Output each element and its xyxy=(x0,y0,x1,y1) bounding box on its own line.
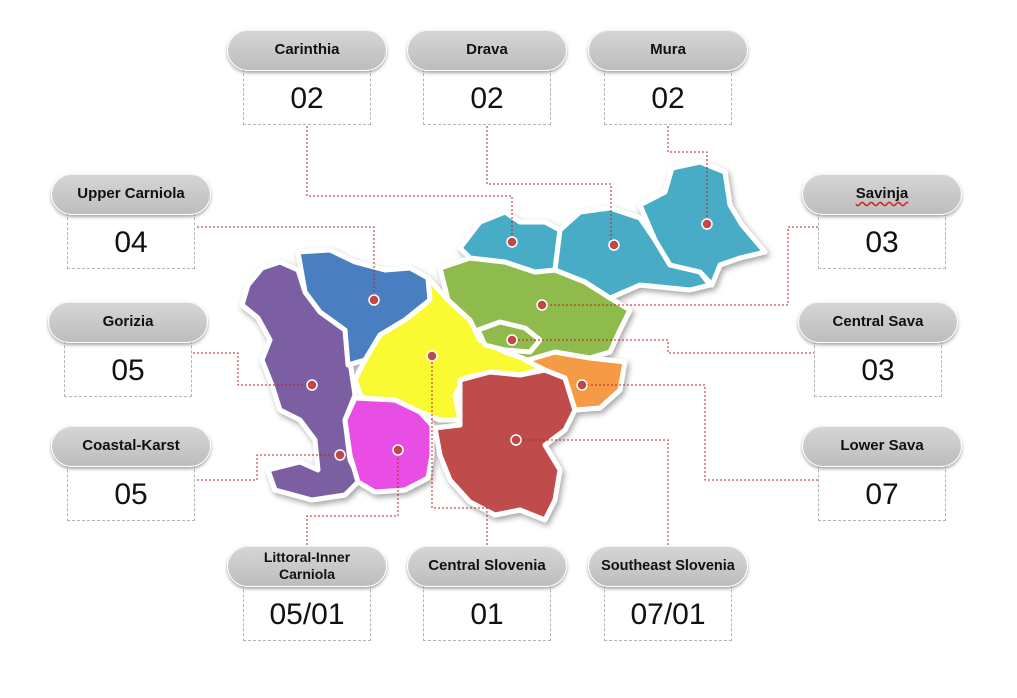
dot-savinja xyxy=(536,299,548,311)
dot-littoral-inner-carniola xyxy=(392,444,404,456)
dot-gorizia xyxy=(306,379,318,391)
label-central-slovenia: Central Slovenia xyxy=(407,545,567,587)
label-drava: Drava xyxy=(407,29,567,71)
dot-central-slovenia xyxy=(426,350,438,362)
label-carinthia: Carinthia xyxy=(227,29,387,71)
label-littoral-inner-carniola: Littoral-Inner Carniola xyxy=(227,545,387,587)
label-mura: Mura xyxy=(588,29,748,71)
dot-drava xyxy=(608,239,620,251)
label-upper-carniola: Upper Carniola xyxy=(51,173,211,215)
label-lower-sava: Lower Sava xyxy=(802,425,962,467)
label-southeast-slovenia: Southeast Slovenia xyxy=(588,545,748,587)
dot-upper-carniola xyxy=(368,294,380,306)
label-savinja: Savinja xyxy=(802,173,962,215)
dot-mura xyxy=(701,218,713,230)
dot-coastal-karst xyxy=(334,449,346,461)
dot-central-sava xyxy=(506,334,518,346)
label-coastal-karst: Coastal-Karst xyxy=(51,425,211,467)
dot-drava-west xyxy=(506,236,518,248)
dot-lower-sava xyxy=(576,379,588,391)
label-gorizia: Gorizia xyxy=(48,301,208,343)
label-central-sava: Central Sava xyxy=(798,301,958,343)
dot-southeast-slovenia xyxy=(510,434,522,446)
region-littoral-inner-carniola xyxy=(342,395,435,495)
